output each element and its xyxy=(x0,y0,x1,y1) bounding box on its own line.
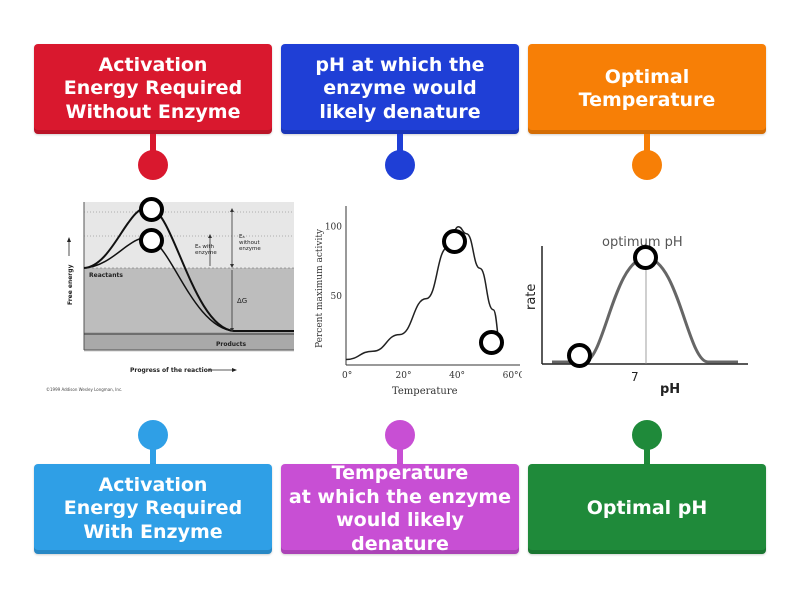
temp-ylabel: Percent maximum activity xyxy=(315,228,325,348)
pin-blue[interactable] xyxy=(385,150,415,180)
temp-x-tick: 20° xyxy=(396,371,412,381)
energy-xlabel: Progress of the reaction xyxy=(130,367,212,374)
ph-tick-7: 7 xyxy=(631,370,639,384)
ph-chart: optimum pH rate 7 pH xyxy=(524,235,748,397)
pin-stem xyxy=(644,134,650,152)
energy-delta-g: ΔG xyxy=(237,297,247,305)
card-temperature-denature[interactable]: Temperature at which the enzyme would li… xyxy=(281,462,519,555)
target-ring[interactable] xyxy=(567,343,592,368)
pin-skyblue[interactable] xyxy=(138,420,168,450)
energy-products: Products xyxy=(216,341,246,348)
ph-xlabel: pH xyxy=(660,382,680,397)
target-ring[interactable] xyxy=(442,229,467,254)
temp-x-tick: 0° xyxy=(342,371,352,381)
energy-ylabel: Free energy xyxy=(67,264,74,305)
energy-ea-without: Eₐ without enzyme xyxy=(239,234,261,252)
card-optimal-ph[interactable]: Optimal pH xyxy=(528,464,766,554)
pin-stem xyxy=(397,448,403,466)
pin-stem xyxy=(150,448,156,466)
pin-green[interactable] xyxy=(632,420,662,450)
temp-y-tick: 100 xyxy=(325,223,342,233)
card-optimal-temperature[interactable]: Optimal Temperature xyxy=(528,44,766,134)
energy-diagram: Free energy Reactants Products Eₐ with en… xyxy=(44,200,296,396)
temperature-chart: Percent maximum activity Temperature 0° 2… xyxy=(315,206,522,397)
temp-x-tick: 40° xyxy=(449,371,465,381)
energy-reactants: Reactants xyxy=(89,272,123,279)
card-activation-without-enzyme[interactable]: Activation Energy Required Without Enzym… xyxy=(34,44,272,134)
temp-x-tick: 60°C xyxy=(503,371,522,381)
temperature-curve xyxy=(345,225,503,361)
energy-ea-with: Eₐ with enzyme xyxy=(195,244,217,256)
pin-stem xyxy=(397,134,403,152)
target-ring[interactable] xyxy=(139,228,164,253)
card-activation-with-enzyme[interactable]: Activation Energy Required With Enzyme xyxy=(34,464,272,554)
ph-annotation: optimum pH xyxy=(602,235,683,250)
pin-red[interactable] xyxy=(138,150,168,180)
target-ring[interactable] xyxy=(479,330,504,355)
target-ring[interactable] xyxy=(139,197,164,222)
temp-xlabel: Temperature xyxy=(392,386,458,397)
pin-stem xyxy=(644,448,650,466)
card-ph-denature[interactable]: pH at which the enzyme would likely dena… xyxy=(281,44,519,134)
pin-orange[interactable] xyxy=(632,150,662,180)
energy-copyright: ©1999 Addison Wesley Longman, Inc. xyxy=(46,387,122,392)
target-ring[interactable] xyxy=(633,245,658,270)
pin-purple[interactable] xyxy=(385,420,415,450)
temp-y-tick: 50 xyxy=(331,292,343,302)
ph-ylabel: rate xyxy=(524,284,539,310)
pin-stem xyxy=(150,134,156,152)
